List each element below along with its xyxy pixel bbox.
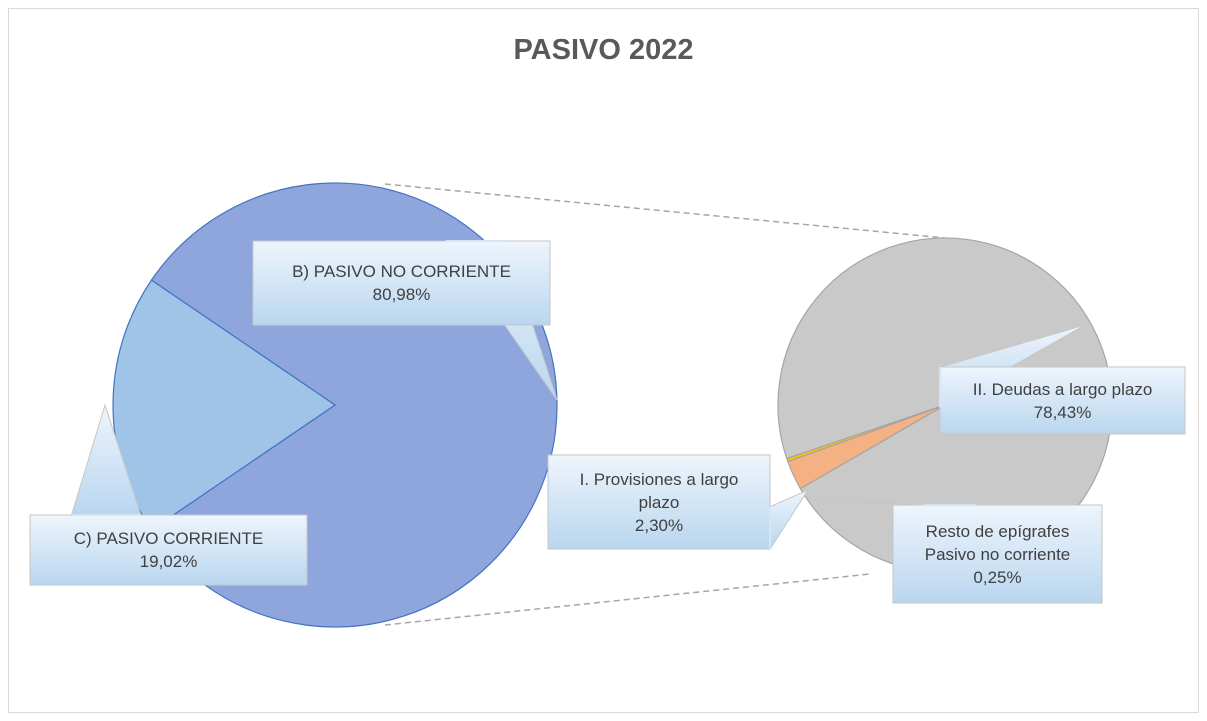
data-label-value: 2,30%	[634, 515, 684, 535]
data-label: Resto de epígrafes Pasivo no corriente 0,…	[893, 505, 1102, 603]
callout-box	[939, 366, 1186, 435]
data-label-value: 78,43%	[1033, 402, 1092, 422]
data-label-name: B) PASIVO NO CORRIENTE	[292, 262, 511, 281]
data-label-name: II. Deudas a largo plazo	[972, 379, 1153, 399]
connector-line	[384, 573, 871, 626]
callout-box	[29, 514, 308, 586]
callout-box	[547, 454, 771, 550]
callout-box	[892, 504, 1103, 604]
callout-box	[252, 240, 551, 326]
data-label: B) PASIVO NO CORRIENTE 80,98%	[253, 241, 550, 325]
data-label: II. Deudas a largo plazo 78,43%	[940, 367, 1185, 434]
data-label: C) PASIVO CORRIENTE 19,02%	[30, 515, 307, 585]
data-label-value: 19,02%	[139, 552, 198, 571]
data-label-name: I. Provisiones a largo plazo	[579, 469, 739, 512]
data-label-value: 0,25%	[973, 567, 1022, 587]
data-label-name: Resto de epígrafes Pasivo no corriente	[924, 521, 1071, 564]
data-label-value: 80,98%	[372, 285, 431, 304]
pie-slice	[786, 404, 946, 463]
connector-line	[384, 183, 946, 239]
data-label: I. Provisiones a largo plazo 2,30%	[548, 455, 770, 549]
chart-title: PASIVO 2022	[513, 34, 694, 66]
data-label-name: C) PASIVO CORRIENTE	[73, 529, 264, 548]
